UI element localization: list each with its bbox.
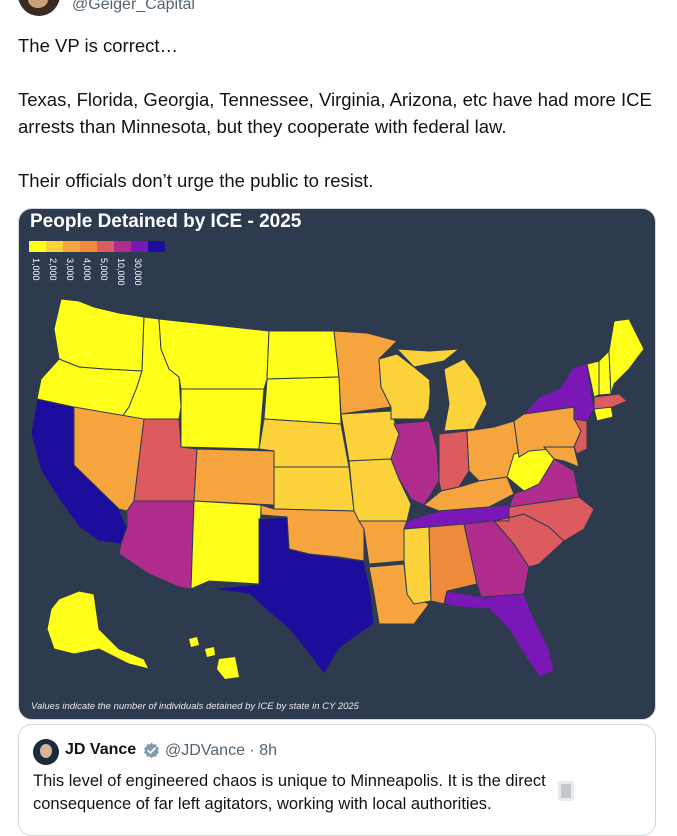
state-ak bbox=[46, 590, 150, 670]
state-hi-1 bbox=[189, 637, 199, 647]
state-wa bbox=[53, 298, 145, 372]
state-hi-3 bbox=[217, 657, 239, 679]
state-md bbox=[542, 446, 580, 468]
state-nd bbox=[266, 330, 340, 380]
quote-author-name[interactable]: JD Vance bbox=[65, 741, 137, 758]
state-ma bbox=[593, 393, 628, 410]
state-tx bbox=[210, 516, 375, 675]
state-sd bbox=[263, 376, 342, 425]
quote-avatar[interactable] bbox=[33, 739, 59, 765]
state-ia bbox=[340, 410, 400, 462]
legend-label: 30,000 bbox=[133, 258, 143, 286]
state-wi bbox=[378, 353, 432, 420]
us-map bbox=[30, 298, 645, 679]
state-ms bbox=[403, 526, 432, 605]
legend-label: 5,000 bbox=[99, 258, 109, 281]
author-avatar[interactable] bbox=[18, 0, 60, 16]
legend-label: 1,000 bbox=[31, 258, 41, 281]
state-mi-upper bbox=[395, 348, 461, 368]
image-corner-badge-icon bbox=[558, 781, 574, 801]
state-ks bbox=[273, 466, 355, 512]
state-hi-2 bbox=[205, 647, 215, 657]
quoted-tweet[interactable]: JD Vance @JDVance · 8h This level of eng… bbox=[18, 724, 656, 836]
quote-handle-time[interactable]: @JDVance · 8h bbox=[165, 742, 277, 759]
map-caption: Values indicate the number of individual… bbox=[31, 701, 359, 712]
lake-michigan bbox=[429, 377, 444, 421]
legend-label: 4,000 bbox=[82, 258, 92, 281]
map-title: People Detained by ICE - 2025 bbox=[30, 211, 302, 232]
legend-swatch bbox=[63, 241, 80, 252]
state-in bbox=[438, 430, 470, 492]
legend-swatch bbox=[131, 241, 148, 252]
verified-badge-icon bbox=[144, 742, 159, 759]
state-ny bbox=[522, 363, 595, 422]
legend-swatch bbox=[46, 241, 63, 252]
legend-label: 2,000 bbox=[48, 258, 58, 281]
state-ok bbox=[260, 504, 365, 562]
legend-label: 3,000 bbox=[65, 258, 75, 281]
state-il bbox=[390, 420, 440, 506]
state-me bbox=[608, 318, 645, 395]
legend-swatch bbox=[114, 241, 131, 252]
legend-swatch bbox=[80, 241, 97, 252]
legend-swatch bbox=[148, 241, 165, 252]
state-az bbox=[118, 500, 195, 590]
state-fl bbox=[443, 590, 555, 678]
state-mi bbox=[443, 358, 488, 432]
state-nc bbox=[493, 496, 595, 542]
legend-swatch bbox=[29, 241, 46, 252]
quote-text: This level of engineered chaos is unique… bbox=[33, 772, 546, 813]
state-co bbox=[193, 448, 275, 506]
map-legend bbox=[29, 241, 165, 252]
legend-label: 10,000 bbox=[116, 258, 126, 286]
author-handle[interactable]: @Geiger_Capital bbox=[72, 0, 195, 13]
legend-swatch bbox=[97, 241, 114, 252]
state-wy bbox=[180, 388, 265, 450]
state-ar bbox=[358, 520, 408, 565]
tweet-text: The VP is correct… Texas, Florida, Georg… bbox=[18, 35, 652, 191]
map-image[interactable]: People Detained by ICE - 2025 1,000 2,00… bbox=[18, 208, 656, 720]
state-nm bbox=[190, 500, 262, 590]
legend-labels: 1,000 2,000 3,000 4,000 5,000 10,000 30,… bbox=[29, 254, 148, 294]
